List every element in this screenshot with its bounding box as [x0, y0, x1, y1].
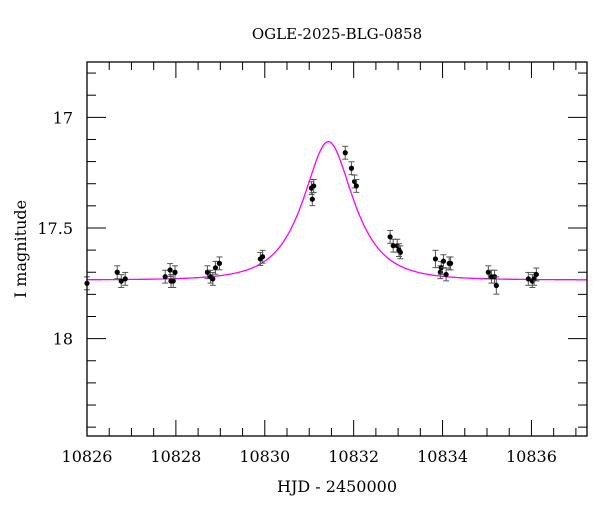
- point-marker: [212, 265, 219, 271]
- data-point: [533, 267, 540, 282]
- point-marker: [443, 271, 449, 278]
- data-point: [432, 249, 439, 269]
- point-marker: [114, 269, 120, 275]
- point-marker: [311, 183, 317, 189]
- y-tick-label: 17.5: [37, 219, 73, 238]
- point-marker: [342, 150, 348, 156]
- data-point: [162, 269, 169, 284]
- data-point: [396, 243, 402, 258]
- x-tick-label: 10832: [328, 447, 379, 466]
- data-point: [387, 229, 394, 244]
- y-tick-label: 18: [53, 330, 73, 349]
- data-point: [443, 267, 450, 282]
- point-marker: [353, 183, 359, 189]
- point-marker: [122, 276, 128, 282]
- x-tick-label: 10826: [62, 447, 113, 466]
- data-point: [118, 274, 125, 289]
- point-marker: [440, 258, 447, 264]
- data-point: [257, 252, 264, 266]
- data-point: [167, 263, 174, 277]
- data-point: [447, 256, 454, 271]
- data-point: [309, 192, 316, 207]
- y-tick-label: 17: [53, 108, 73, 127]
- point-marker: [387, 234, 393, 240]
- point-marker: [348, 165, 355, 171]
- plot-area: [84, 141, 587, 295]
- data-point: [168, 274, 174, 289]
- point-marker: [118, 278, 124, 284]
- data-point: [216, 256, 223, 271]
- data-point: [440, 254, 447, 269]
- point-marker: [447, 260, 454, 266]
- data-point: [259, 249, 266, 264]
- point-marker: [493, 282, 499, 289]
- y-tick-labels: 17 17.5 18: [37, 108, 73, 348]
- point-marker: [216, 260, 223, 266]
- model-curve: [87, 141, 587, 281]
- point-marker: [309, 196, 315, 202]
- data-point: [348, 161, 355, 176]
- point-marker: [485, 269, 491, 275]
- x-tick-label: 10830: [239, 447, 290, 466]
- plot-frame: [86, 61, 588, 437]
- point-marker: [167, 267, 173, 273]
- data-point: [172, 265, 178, 280]
- axis-ticks: [86, 62, 587, 436]
- data-point: [390, 238, 397, 253]
- data-point: [114, 265, 121, 280]
- x-tick-label: 10834: [417, 447, 468, 466]
- point-marker: [168, 278, 174, 284]
- x-tick-label: 10828: [150, 447, 201, 466]
- point-marker: [390, 243, 396, 249]
- point-marker: [533, 271, 539, 278]
- point-marker: [162, 274, 168, 280]
- point-marker: [259, 254, 266, 260]
- data-point: [342, 145, 349, 160]
- point-marker: [396, 247, 402, 253]
- point-marker: [531, 276, 537, 282]
- data-point: [353, 179, 360, 193]
- point-marker: [172, 269, 178, 275]
- x-tick-label: 10836: [506, 447, 557, 466]
- point-marker: [525, 276, 531, 282]
- point-marker: [210, 276, 216, 282]
- data-point: [122, 271, 129, 286]
- point-marker: [204, 269, 211, 275]
- data-points: [84, 145, 540, 295]
- chart-title: OGLE-2025-BLG-0858: [252, 25, 422, 43]
- point-marker: [432, 256, 439, 262]
- data-point: [493, 276, 500, 295]
- y-axis-label: I magnitude: [11, 200, 30, 298]
- data-point: [212, 260, 219, 275]
- data-point: [525, 271, 532, 286]
- x-axis-label: HJD - 2450000: [277, 477, 397, 496]
- x-tick-labels: 10826 10828 10830 10832 10834 10836: [62, 447, 557, 466]
